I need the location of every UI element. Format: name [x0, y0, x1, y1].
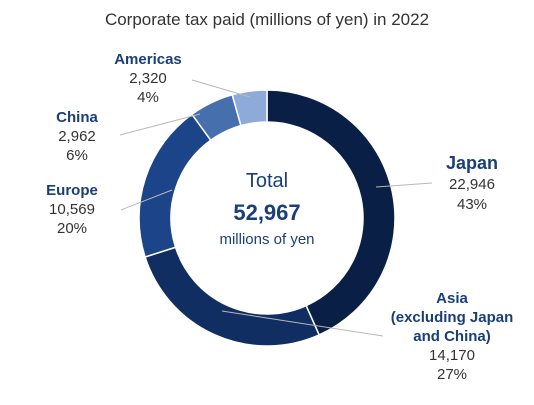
label-europe-name-0: Europe: [46, 182, 98, 199]
label-japan-percent: 43%: [457, 196, 487, 213]
label-asia-name-2: and China): [413, 328, 491, 345]
label-americas-name-0: Americas: [114, 51, 182, 68]
slice-americas: [231, 89, 268, 127]
center-label: Total: [246, 170, 288, 192]
slices-group: [138, 89, 396, 347]
leader-line-europe: [120, 189, 173, 211]
label-china-percent: 6%: [66, 147, 88, 164]
leader-line-china: [119, 113, 201, 136]
label-china-value: 2,962: [58, 128, 96, 145]
leader-line-japan: [375, 182, 433, 188]
slice-labels-group: Japan 22,946 43% Asia (excluding Japan and Ch…: [46, 51, 513, 383]
leader-line-asia: [221, 310, 384, 337]
label-europe-percent: 20%: [57, 220, 87, 237]
leader-lines-group: [119, 79, 433, 337]
slice-europe: [138, 113, 212, 258]
label-americas-percent: 4%: [137, 89, 159, 106]
label-asia-name-1: (excluding Japan: [391, 309, 514, 326]
label-china-name-0: China: [56, 109, 98, 126]
label-asia-percent: 27%: [437, 366, 467, 383]
label-americas-value: 2,320: [129, 70, 167, 87]
label-asia-value: 14,170: [429, 347, 475, 364]
leader-line-americas: [191, 79, 251, 98]
slice-asia: [144, 246, 321, 347]
label-europe-value: 10,569: [49, 201, 95, 218]
label-japan-name-0: Japan: [446, 153, 498, 173]
center-unit: millions of yen: [219, 231, 314, 248]
label-asia-name-0: Asia: [436, 290, 468, 307]
label-japan-value: 22,946: [449, 176, 495, 193]
center-total-value: 52,967: [233, 200, 300, 225]
chart-title: Corporate tax paid (millions of yen) in …: [104, 10, 430, 29]
